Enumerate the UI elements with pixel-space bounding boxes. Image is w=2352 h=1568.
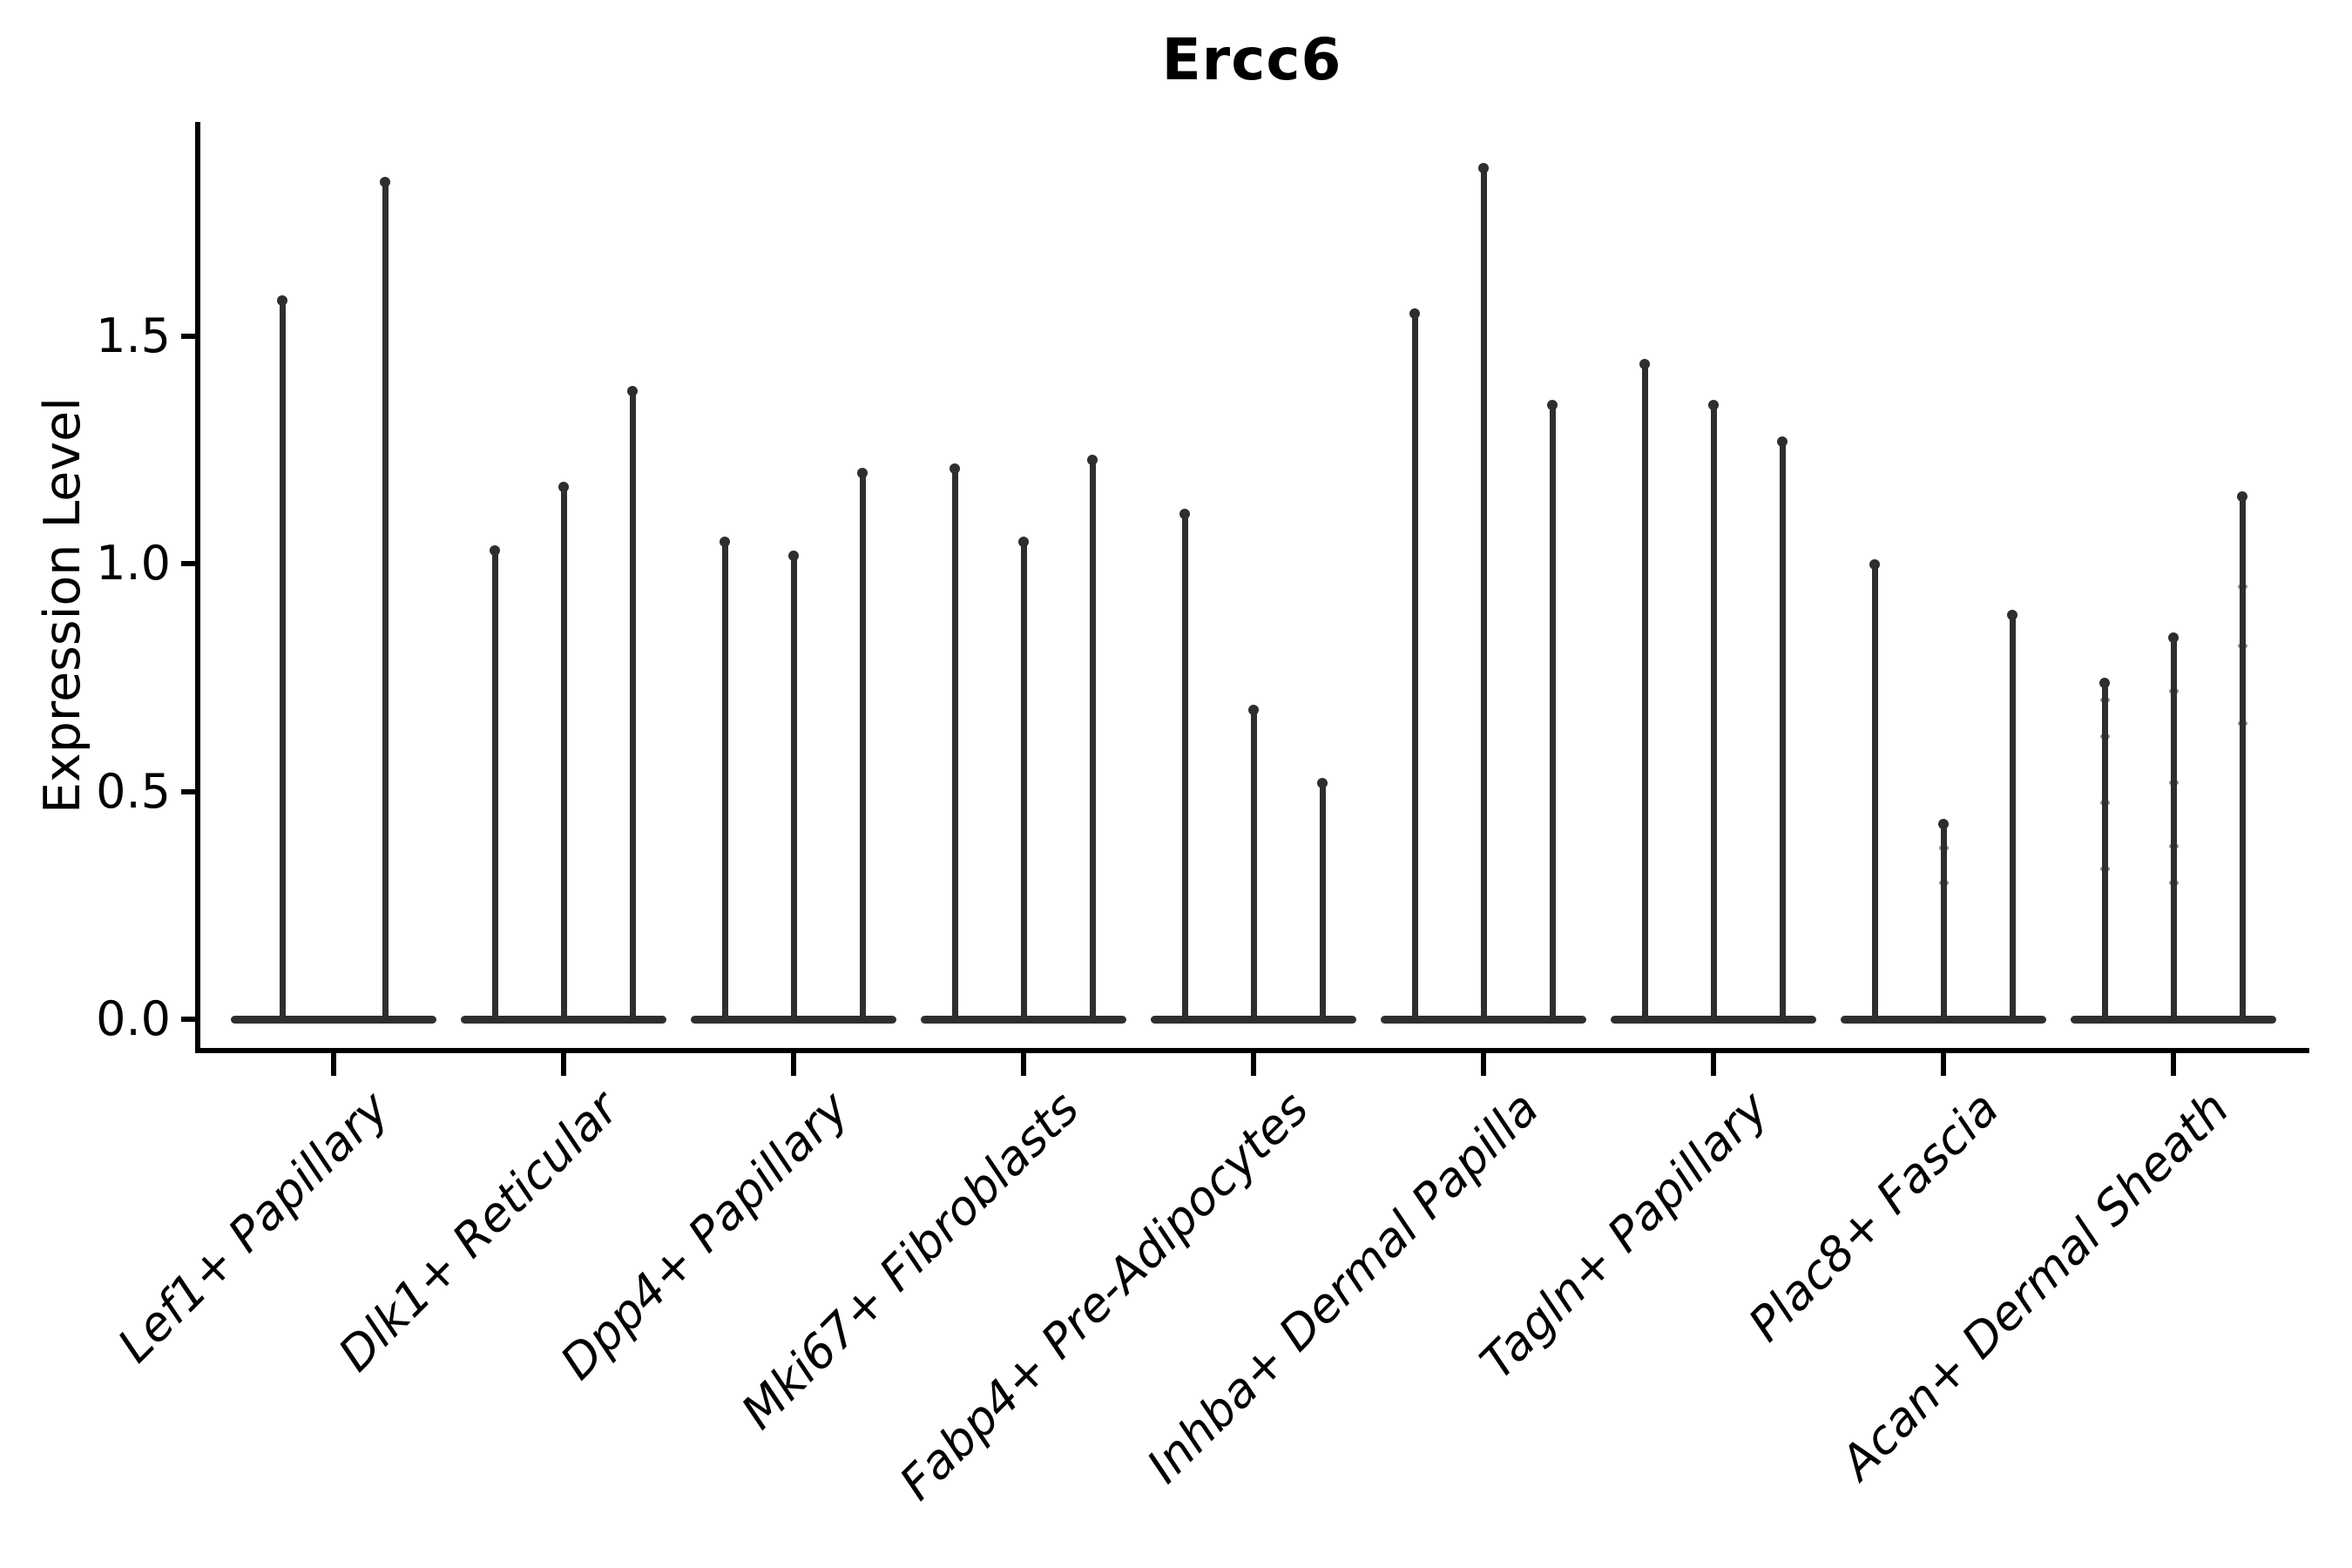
- violin-density-spike: [560, 486, 567, 1023]
- x-tick-mark: [2171, 1053, 2176, 1076]
- violin-density-spike: [1480, 166, 1487, 1023]
- violin-density-spike: [1549, 403, 1556, 1023]
- violin-point-marker: [1938, 846, 1949, 851]
- y-tick-label: 0.5: [96, 763, 171, 819]
- violin-point-marker: [2237, 643, 2247, 648]
- x-tick-mark: [791, 1053, 796, 1076]
- violin-density-spike: [951, 468, 958, 1023]
- violin-density-spike: [790, 554, 797, 1023]
- violin-spike-tip: [2168, 632, 2179, 643]
- violin-zero-base: [231, 1015, 436, 1024]
- violin-density-spike: [2170, 636, 2177, 1023]
- violin-density-spike: [1089, 458, 1096, 1023]
- violin-spike-tip: [1087, 454, 1098, 465]
- x-tick-mark: [1711, 1053, 1716, 1076]
- violin-spike-tip: [2007, 609, 2017, 620]
- violin-spike-tip: [857, 468, 868, 479]
- violin-density-spike: [1641, 362, 1648, 1023]
- x-axis-spine: [195, 1048, 2309, 1053]
- violin-spike-tip: [2237, 490, 2247, 502]
- violin-density-spike: [1250, 709, 1257, 1023]
- violin-point-marker: [2099, 698, 2110, 703]
- x-tick-mark: [331, 1053, 336, 1076]
- x-tick-label: Fabp4+ Pre-Adipocytes: [889, 1080, 1320, 1511]
- y-tick-label: 1.0: [96, 536, 171, 591]
- violin-point-marker: [2237, 720, 2247, 726]
- y-axis-spine: [195, 122, 200, 1053]
- violin-density-spike: [1779, 440, 1786, 1023]
- violin-density-spike: [382, 180, 389, 1023]
- violin-spike-tip: [2099, 677, 2110, 688]
- violin-spike-tip: [720, 536, 730, 547]
- x-tick-mark: [561, 1053, 566, 1076]
- violin-spike-tip: [380, 176, 390, 187]
- violin-point-marker: [2168, 843, 2179, 848]
- y-tick-label: 0.0: [96, 991, 171, 1046]
- violin-spike-tip: [1869, 559, 1880, 570]
- violin-density-spike: [1020, 540, 1027, 1023]
- x-tick-mark: [1251, 1053, 1256, 1076]
- y-tick-mark: [181, 1017, 195, 1022]
- violin-spike-tip: [1708, 399, 1719, 410]
- violin-density-spike: [2101, 681, 2108, 1023]
- violin-spike-tip: [1317, 778, 1328, 789]
- y-tick-mark: [181, 333, 195, 339]
- x-tick-mark: [1481, 1053, 1486, 1076]
- violin-spike-tip: [950, 463, 960, 475]
- violin-spike-tip: [490, 545, 500, 557]
- violin-spike-tip: [1179, 509, 1190, 520]
- violin-density-spike: [2009, 613, 2016, 1023]
- violin-point-marker: [1938, 880, 1949, 885]
- y-tick-mark: [181, 561, 195, 566]
- x-tick-mark: [1941, 1053, 1946, 1076]
- violin-point-marker: [2099, 801, 2110, 806]
- violin-spike-tip: [1639, 358, 1650, 369]
- violin-density-spike: [1940, 823, 1947, 1023]
- chart-title: Ercc6: [1161, 26, 1342, 93]
- violin-density-spike: [629, 390, 636, 1023]
- violin-point-marker: [2099, 866, 2110, 871]
- violin-density-spike: [1319, 782, 1326, 1023]
- x-tick-label: Inhba+ Dermal Papilla: [1136, 1080, 1550, 1494]
- violin-spike-tip: [558, 482, 569, 493]
- violin-point-marker: [2168, 688, 2179, 693]
- violin-spike-tip: [1547, 399, 1558, 410]
- y-tick-label: 1.5: [96, 308, 171, 363]
- violin-point-marker: [2168, 780, 2179, 785]
- violin-point-marker: [2168, 880, 2179, 885]
- x-tick-mark: [1021, 1053, 1026, 1076]
- violin-density-spike: [491, 550, 498, 1023]
- violin-density-spike: [1710, 403, 1717, 1023]
- violin-density-spike: [721, 540, 728, 1023]
- violin-spike-tip: [277, 294, 287, 306]
- violin-spike-tip: [1018, 536, 1029, 547]
- violin-spike-tip: [1938, 819, 1949, 830]
- violin-density-spike: [279, 299, 286, 1023]
- y-tick-mark: [181, 788, 195, 794]
- violin-point-marker: [2237, 584, 2247, 589]
- violin-density-spike: [2239, 495, 2246, 1023]
- violin-spike-tip: [788, 550, 799, 561]
- violin-point-marker: [2099, 734, 2110, 740]
- x-tick-label: Acan+ Dermal Sheath: [1829, 1080, 2240, 1490]
- violin-spike-tip: [627, 386, 638, 397]
- violin-density-spike: [1411, 313, 1418, 1023]
- violin-density-spike: [1181, 513, 1188, 1023]
- violin-spike-tip: [1478, 162, 1489, 173]
- violin-density-spike: [859, 472, 866, 1023]
- violin-spike-tip: [1777, 436, 1788, 447]
- violin-spike-tip: [1248, 705, 1259, 716]
- violin-density-spike: [1871, 564, 1878, 1023]
- violin-spike-tip: [1409, 308, 1420, 320]
